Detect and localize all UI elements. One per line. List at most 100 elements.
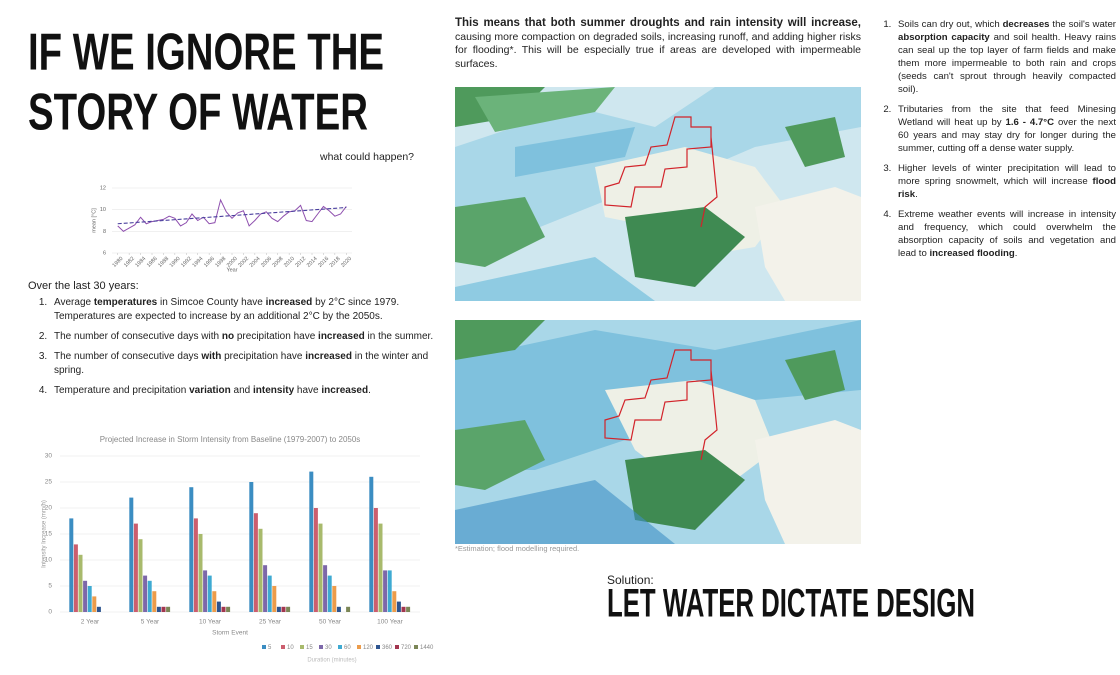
list-item: Extreme weather events will increase in … (894, 208, 1116, 260)
text: . (915, 189, 918, 200)
y-tick-label: 10 (100, 207, 106, 213)
bar (401, 606, 406, 612)
y-axis-label: Intensity Increase (mm/h) (42, 500, 48, 568)
y-tick-label: 8 (103, 229, 106, 235)
bar (276, 606, 281, 612)
text: The number of consecutive days (54, 351, 202, 362)
legend-label: 60 (344, 645, 351, 651)
bar (147, 580, 152, 612)
bar (152, 591, 157, 612)
title-block: IF WE IGNORE THE STORY OF WATER (28, 24, 384, 142)
text: Temperature and precipitation (54, 385, 190, 396)
bar (96, 606, 101, 612)
x-tick-label: 5 Year (141, 619, 160, 626)
bar (286, 606, 291, 612)
legend-swatch (262, 645, 266, 649)
legend-swatch (338, 645, 342, 649)
bold-text: This means that both summer droughts and… (455, 17, 861, 29)
bar (216, 601, 221, 612)
bar (73, 544, 78, 612)
intro: Over the last 30 years: (28, 280, 139, 292)
x-axis-label: Year (226, 267, 237, 273)
bar (129, 497, 134, 612)
bold-text: temperatures (93, 297, 158, 308)
bar (392, 591, 397, 612)
y-tick-label: 30 (45, 453, 53, 460)
x-tick-label: 2 Year (81, 619, 100, 626)
legend-label: 1440 (420, 645, 434, 651)
y-tick-label: 6 (103, 250, 106, 256)
bar (387, 570, 392, 612)
x-tick-label: 2018 (329, 256, 342, 269)
legend-swatch (300, 645, 304, 649)
solution: LET WATER DICTATE DESIGN (607, 582, 975, 626)
x-tick-label: 2004 (249, 256, 262, 269)
legend-swatch (395, 645, 399, 649)
bar (406, 606, 411, 612)
bar (336, 606, 341, 612)
text: The number of consecutive days with (54, 331, 222, 342)
bar (226, 606, 231, 612)
list-item: Average temperatures in Simcoe County ha… (50, 296, 440, 324)
bold-text: increased (321, 385, 369, 396)
bar (133, 523, 138, 612)
x-tick-label: 2020 (340, 256, 353, 269)
legend-title: Duration (minutes) (307, 658, 356, 664)
text: and soil health. Heavy rains can seal up… (898, 32, 1116, 95)
bar (281, 606, 286, 612)
y-tick-label: 12 (100, 185, 106, 191)
text: have (294, 385, 322, 396)
text: over the next 60 years and may stay dry … (898, 117, 1116, 154)
bar (78, 554, 83, 612)
x-tick-label: 1998 (214, 256, 227, 269)
legend-label: 720 (401, 645, 412, 651)
bar (332, 586, 337, 612)
line-series (117, 206, 347, 225)
legend-swatch (319, 645, 323, 649)
bold-text: no (221, 331, 235, 342)
bar (249, 482, 254, 612)
list-item: Higher levels of winter precipitation wi… (894, 162, 1116, 201)
x-tick-label: 1994 (192, 256, 205, 269)
text: in the winter and spring. (54, 351, 429, 376)
bold-text: increased (305, 351, 352, 362)
x-tick-label: 2002 (237, 256, 250, 269)
x-tick-label: 50 Year (319, 619, 342, 626)
bar (92, 596, 97, 612)
bar (166, 606, 171, 612)
bar (263, 565, 268, 612)
list-item: The number of consecutive days with prec… (50, 350, 440, 378)
legend-swatch (414, 645, 418, 649)
right-list: Soils can dry out, which decreases the s… (872, 18, 1116, 267)
x-tick-label: 2014 (306, 256, 319, 269)
bold-text: absorption capacity (898, 32, 990, 43)
footnote: *Estimation; flood modelling required. (455, 544, 580, 553)
bar (212, 591, 217, 612)
bar (156, 606, 161, 612)
x-tick-label: 1982 (123, 256, 136, 269)
bar (323, 565, 328, 612)
bar (69, 518, 74, 612)
x-tick-label: 1986 (146, 256, 159, 269)
bar (346, 606, 351, 612)
bold-text: flood risk (898, 176, 1116, 200)
y-tick-label: 25 (45, 479, 53, 486)
bar (313, 508, 318, 612)
legend-label: 30 (325, 645, 332, 651)
legend-label: 10 (287, 645, 294, 651)
bold-text: decreases (1002, 19, 1050, 30)
bar (87, 586, 92, 612)
bar (193, 518, 198, 612)
text: precipitation have (234, 331, 319, 342)
bold-text: intensity (253, 385, 295, 396)
legend-swatch (281, 645, 285, 649)
bar (272, 586, 277, 612)
x-tick-label: 2006 (260, 256, 273, 269)
bar (138, 539, 143, 612)
text: Higher levels of winter precipitation wi… (898, 163, 1116, 187)
bar (253, 513, 258, 612)
title-line: IF WE IGNORE THE (28, 24, 384, 82)
legend-label: 15 (306, 645, 313, 651)
x-tick-label: 2016 (317, 256, 330, 269)
